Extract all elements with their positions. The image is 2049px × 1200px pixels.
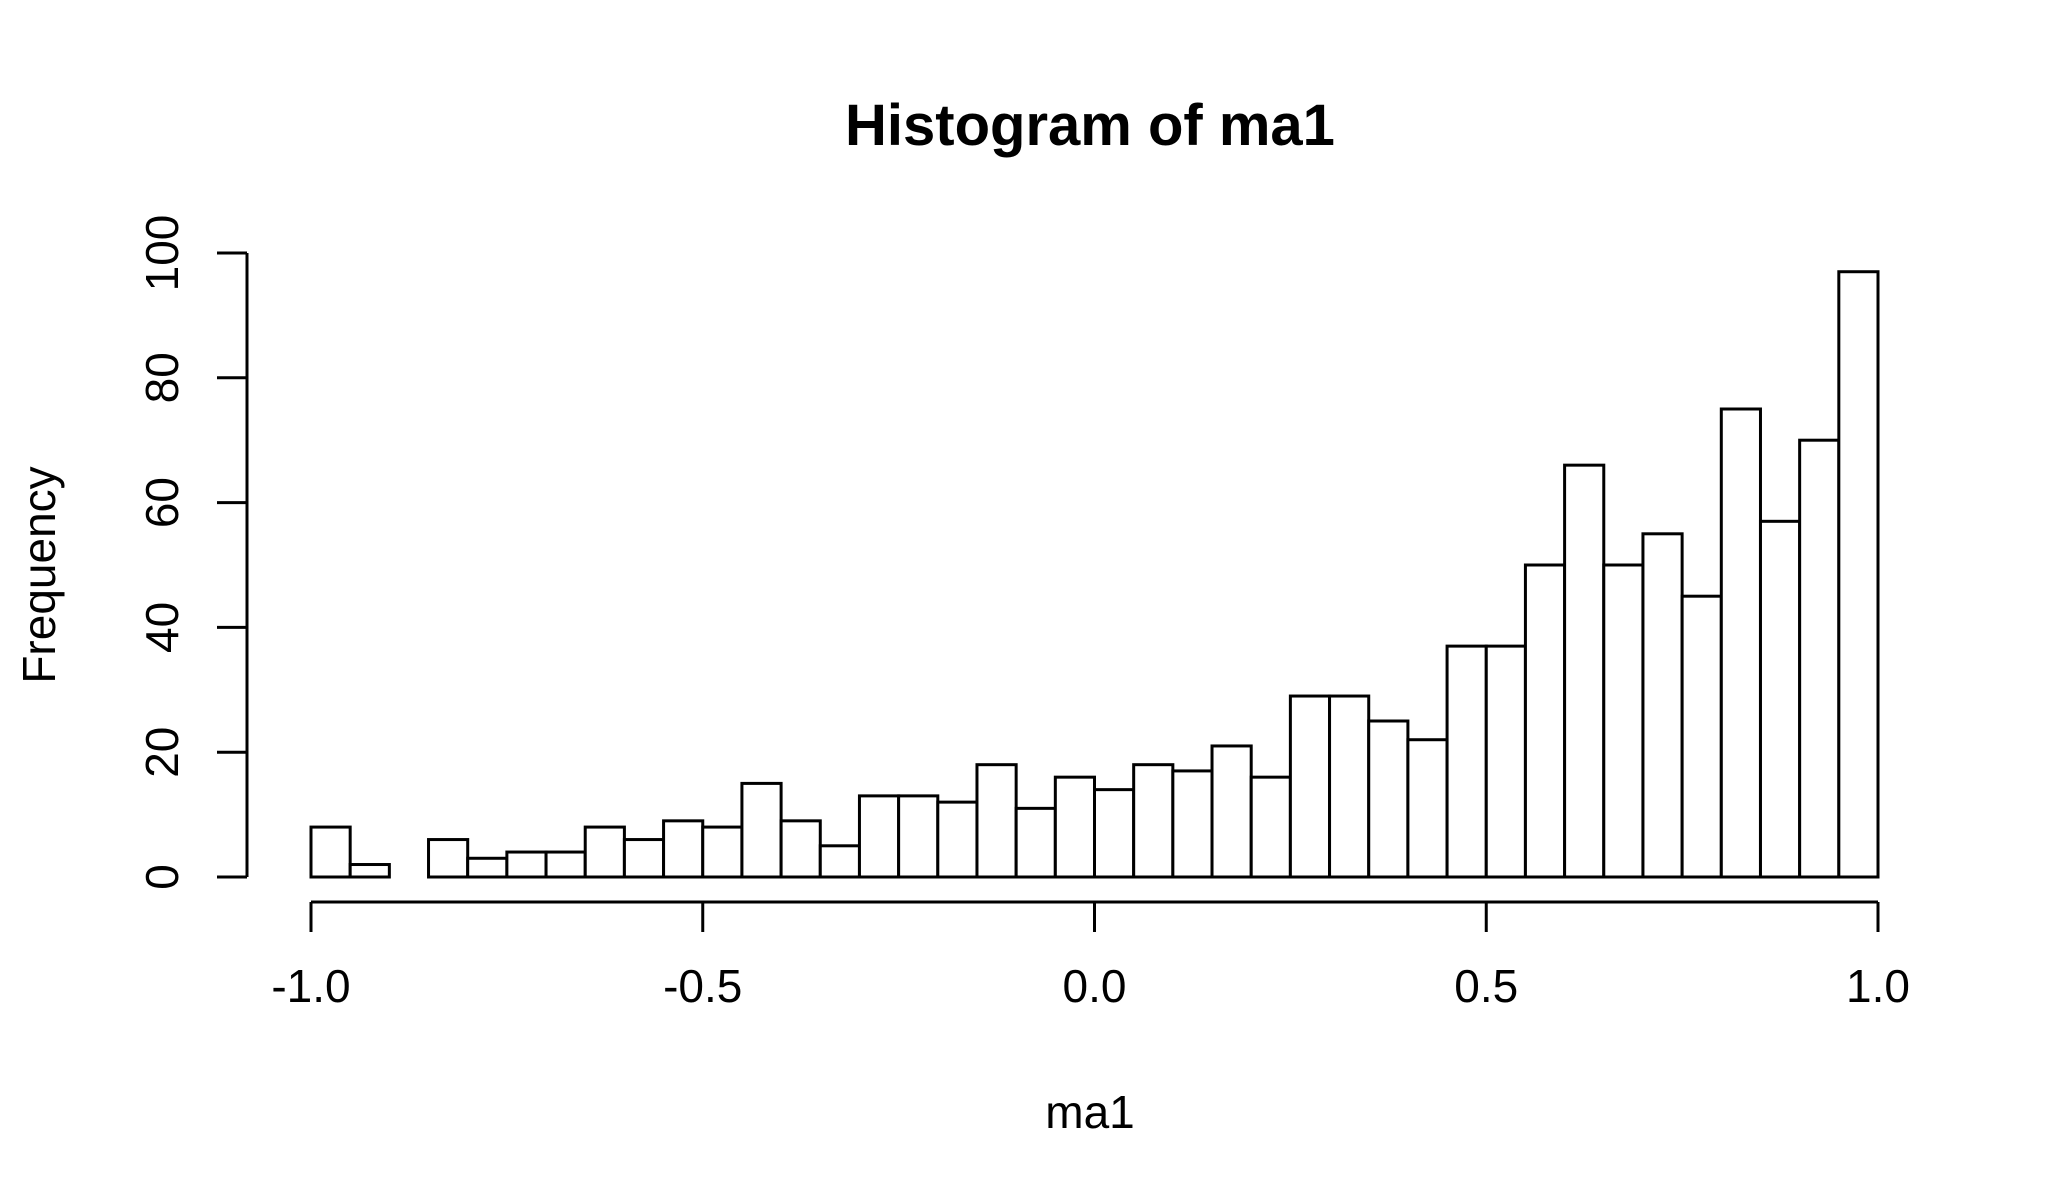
histogram-bar — [1484, 644, 1527, 879]
histogram-bar — [1093, 788, 1136, 879]
x-axis: -1.0 -0.5 0.0 0.5 1.0 — [271, 900, 1910, 1012]
histogram-bar — [1602, 563, 1645, 879]
y-axis-label: Frequency — [13, 466, 65, 683]
x-tick-label: 1.0 — [1846, 960, 1910, 1012]
histogram-bar — [857, 794, 901, 879]
histogram-bar — [740, 781, 783, 879]
histogram-bar — [1171, 769, 1214, 879]
y-tick-label: 80 — [136, 352, 188, 403]
histogram-bar — [779, 819, 822, 879]
y-tick-label: 40 — [136, 602, 188, 653]
histogram-bar — [1798, 438, 1841, 879]
histogram-bar — [1210, 744, 1253, 879]
histogram-bar — [622, 838, 666, 879]
histogram-bar — [348, 863, 391, 879]
histogram-bar — [1719, 407, 1762, 879]
x-tick-label: -0.5 — [663, 960, 742, 1012]
histogram-bar — [1445, 644, 1488, 879]
histogram-bars — [309, 270, 1880, 879]
y-axis: 0 20 40 60 80 100 — [136, 215, 249, 890]
y-tick-label: 0 — [136, 864, 188, 890]
histogram-bar — [1367, 719, 1410, 879]
histogram-bar — [1014, 806, 1057, 879]
histogram-bar — [1641, 532, 1684, 879]
histogram-bar — [544, 850, 587, 879]
y-tick-label: 20 — [136, 727, 188, 778]
histogram-bar — [1132, 763, 1175, 879]
y-tick-label: 60 — [136, 477, 188, 528]
chart-title: Histogram of ma1 — [845, 93, 1335, 158]
histogram-bar — [818, 844, 861, 879]
histogram-bar — [427, 838, 470, 879]
x-axis-label: ma1 — [1045, 1086, 1134, 1138]
y-tick-label: 100 — [136, 215, 188, 292]
x-tick-label: 0.5 — [1454, 960, 1518, 1012]
histogram-bar — [1680, 594, 1723, 879]
histogram-bar — [505, 850, 548, 879]
histogram-bar — [1053, 775, 1096, 879]
histogram-bar — [1563, 463, 1606, 879]
x-tick-label: 0.0 — [1063, 960, 1127, 1012]
histogram-bar — [662, 819, 705, 879]
histogram-bar — [1328, 694, 1371, 879]
histogram-bar — [466, 856, 509, 879]
histogram-bar — [897, 794, 940, 879]
histogram-bar — [1249, 775, 1292, 879]
histogram-bar — [1758, 519, 1802, 879]
x-tick-label: -1.0 — [271, 960, 350, 1012]
histogram-bar — [309, 825, 352, 879]
histogram-bar — [936, 800, 979, 879]
histogram-bar — [1288, 694, 1332, 879]
histogram-bar — [1406, 738, 1449, 879]
histogram-bar — [1837, 270, 1880, 879]
histogram-bar — [583, 825, 626, 879]
histogram-bar — [975, 763, 1018, 879]
histogram-bar — [1523, 563, 1567, 879]
histogram-bar — [701, 825, 744, 879]
